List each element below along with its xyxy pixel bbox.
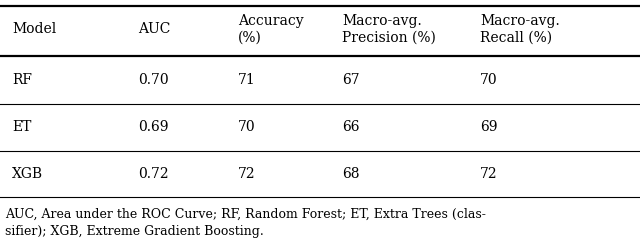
Text: 72: 72 [238, 167, 255, 181]
Text: AUC, Area under the ROC Curve; RF, Random Forest; ET, Extra Trees (clas-: AUC, Area under the ROC Curve; RF, Rando… [5, 207, 486, 221]
Text: 69: 69 [480, 120, 497, 134]
Text: Macro-avg.
Precision (%): Macro-avg. Precision (%) [342, 14, 436, 44]
Text: XGB: XGB [12, 167, 43, 181]
Text: ET: ET [12, 120, 31, 134]
Text: Accuracy
(%): Accuracy (%) [238, 14, 303, 44]
Text: 66: 66 [342, 120, 360, 134]
Text: 0.70: 0.70 [138, 73, 168, 87]
Text: 70: 70 [238, 120, 255, 134]
Text: 0.72: 0.72 [138, 167, 168, 181]
Text: 68: 68 [342, 167, 360, 181]
Text: Model: Model [12, 22, 56, 36]
Text: 67: 67 [342, 73, 360, 87]
Text: 72: 72 [480, 167, 498, 181]
Text: AUC: AUC [138, 22, 170, 36]
Text: 0.69: 0.69 [138, 120, 168, 134]
Text: 71: 71 [238, 73, 256, 87]
Text: 70: 70 [480, 73, 498, 87]
Text: Macro-avg.
Recall (%): Macro-avg. Recall (%) [480, 14, 560, 44]
Text: RF: RF [12, 73, 32, 87]
Text: sifier); XGB, Extreme Gradient Boosting.: sifier); XGB, Extreme Gradient Boosting. [5, 225, 264, 238]
